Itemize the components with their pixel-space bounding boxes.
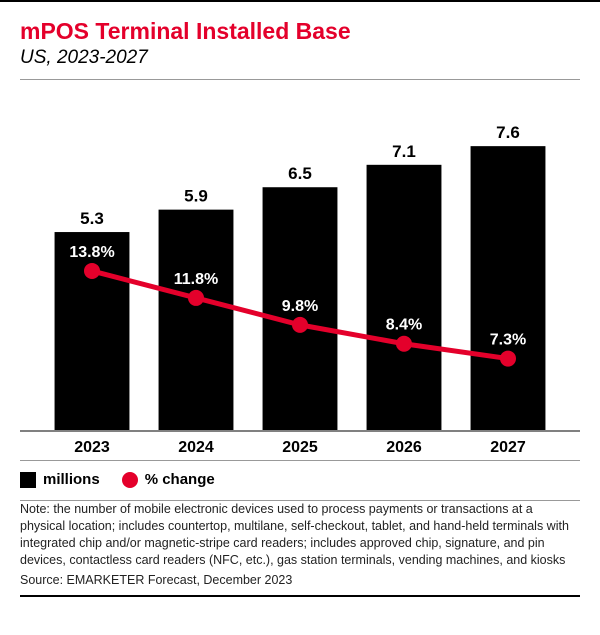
- bar-value-label: 5.3: [80, 209, 104, 228]
- line-value-label: 7.3%: [490, 332, 526, 349]
- chart-container: mPOS Terminal Installed Base US, 2023-20…: [0, 0, 600, 613]
- square-icon: [20, 472, 36, 488]
- category-label: 2027: [490, 439, 526, 456]
- chart-note: Note: the number of mobile electronic de…: [20, 501, 580, 569]
- line-value-label: 11.8%: [174, 271, 218, 288]
- chart-title: mPOS Terminal Installed Base: [20, 18, 580, 45]
- line-marker: [84, 263, 100, 279]
- legend-item-bars: millions: [20, 471, 100, 488]
- bar-value-label: 5.9: [184, 187, 208, 206]
- line-value-label: 8.4%: [386, 317, 422, 334]
- line-marker: [500, 351, 516, 367]
- chart-plot: 5.3 2023 5.9 2024 6.5 2025 7.1 2026 7.6 2027 13.8%…: [20, 90, 580, 460]
- circle-icon: [122, 472, 138, 488]
- bar: [55, 232, 130, 430]
- bar-value-label: 7.1: [392, 142, 416, 161]
- legend-label-line: % change: [145, 471, 215, 488]
- bar-value-label: 7.6: [496, 123, 520, 142]
- line-value-label: 13.8%: [69, 244, 114, 261]
- bar: [367, 165, 442, 430]
- category-label: 2026: [386, 439, 422, 456]
- chart-source: Source: EMARKETER Forecast, December 202…: [20, 573, 580, 587]
- bar: [159, 210, 234, 430]
- divider-bottom: [20, 595, 580, 597]
- bar-value-label: 6.5: [288, 164, 312, 183]
- category-label: 2025: [282, 439, 318, 456]
- line-marker: [188, 290, 204, 306]
- line-value-label: 9.8%: [282, 298, 318, 315]
- legend: millions % change: [20, 471, 580, 488]
- category-label: 2024: [178, 439, 214, 456]
- line-marker: [292, 317, 308, 333]
- category-label: 2023: [74, 439, 110, 456]
- chart-subtitle: US, 2023-2027: [20, 47, 580, 69]
- legend-item-line: % change: [122, 471, 215, 488]
- divider-top: [20, 79, 580, 80]
- line-marker: [396, 336, 412, 352]
- bar: [471, 146, 546, 430]
- divider-axis: [20, 460, 580, 461]
- legend-label-bars: millions: [43, 471, 100, 488]
